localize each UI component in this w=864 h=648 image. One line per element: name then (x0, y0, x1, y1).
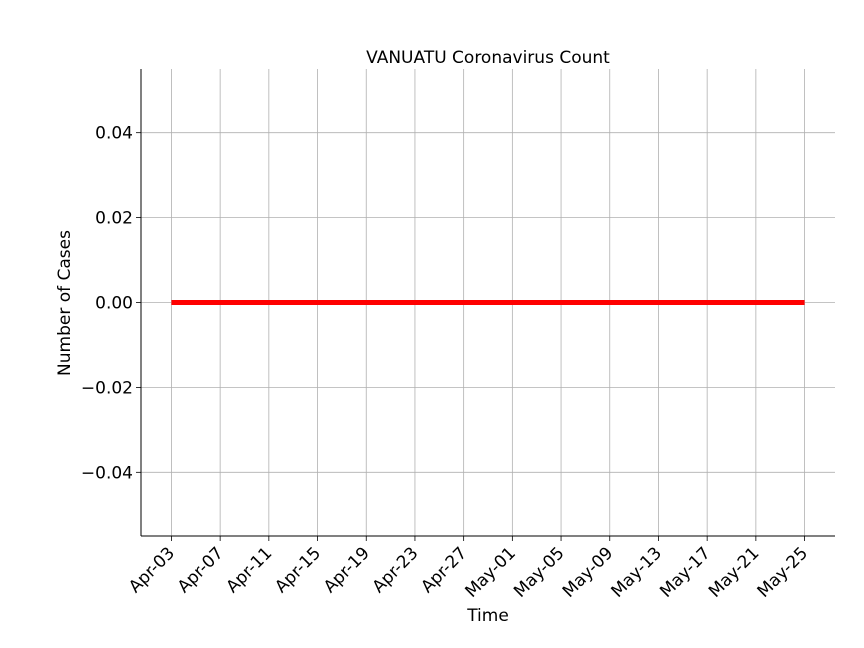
x-tick-label: Apr-07 (174, 543, 228, 597)
x-tick-label: May-05 (510, 543, 568, 601)
x-tick-label: Apr-15 (271, 543, 325, 597)
x-tick-label: Apr-19 (320, 543, 374, 597)
x-tick-label: May-09 (559, 543, 617, 601)
axes (136, 69, 835, 541)
y-tick-labels: 0.04 0.02 0.00 −0.02 −0.04 (81, 124, 133, 484)
x-tick-labels: Apr-03Apr-07Apr-11Apr-15Apr-19Apr-23Apr-… (125, 543, 812, 601)
x-tick-label: May-17 (656, 543, 714, 601)
chart-title: VANUATU Coronavirus Count (366, 48, 610, 68)
y-tick-label: 0.00 (95, 294, 133, 314)
y-axis-label: Number of Cases (55, 230, 75, 376)
y-tick-label: 0.04 (95, 124, 133, 144)
y-tick-label: 0.02 (95, 209, 133, 229)
x-axis-label: Time (466, 606, 509, 626)
x-tick-label: May-13 (608, 543, 666, 601)
x-tick-label: Apr-03 (125, 543, 179, 597)
x-tick-label: May-21 (705, 543, 763, 601)
x-tick-label: Apr-23 (369, 543, 423, 597)
x-tick-label: May-01 (461, 543, 519, 601)
x-tick-label: May-25 (754, 543, 812, 601)
y-tick-label: −0.02 (81, 378, 133, 398)
y-tick-label: −0.04 (81, 463, 133, 483)
x-tick-label: Apr-11 (223, 543, 277, 597)
